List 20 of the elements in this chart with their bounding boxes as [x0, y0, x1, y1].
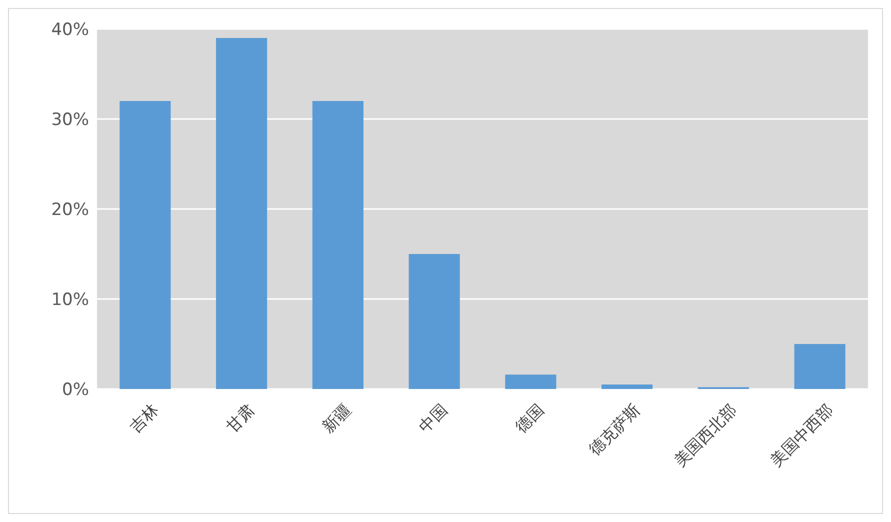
bar [312, 101, 364, 389]
x-tick-label: 美国中西部 [766, 400, 837, 470]
bar [505, 374, 556, 389]
x-tick-label: 德国 [511, 400, 548, 436]
y-tick-label: 20% [51, 200, 89, 220]
bar [408, 254, 460, 389]
bar [602, 384, 653, 389]
x-tick-label: 甘肃 [222, 400, 258, 436]
x-tick-label: 中国 [415, 400, 452, 436]
bar [216, 38, 268, 389]
y-tick-label: 10% [51, 290, 89, 310]
x-tick-label: 新疆 [318, 400, 355, 436]
y-tick-label: 40% [51, 20, 89, 40]
x-tick-label: 德克萨斯 [585, 400, 644, 460]
y-tick-label: 0% [62, 380, 89, 400]
x-tick-label: 美国西北部 [670, 400, 740, 470]
y-tick-label: 30% [51, 110, 89, 130]
bar [794, 344, 846, 389]
x-tick-label: 吉林 [126, 400, 162, 436]
bar [120, 101, 171, 389]
